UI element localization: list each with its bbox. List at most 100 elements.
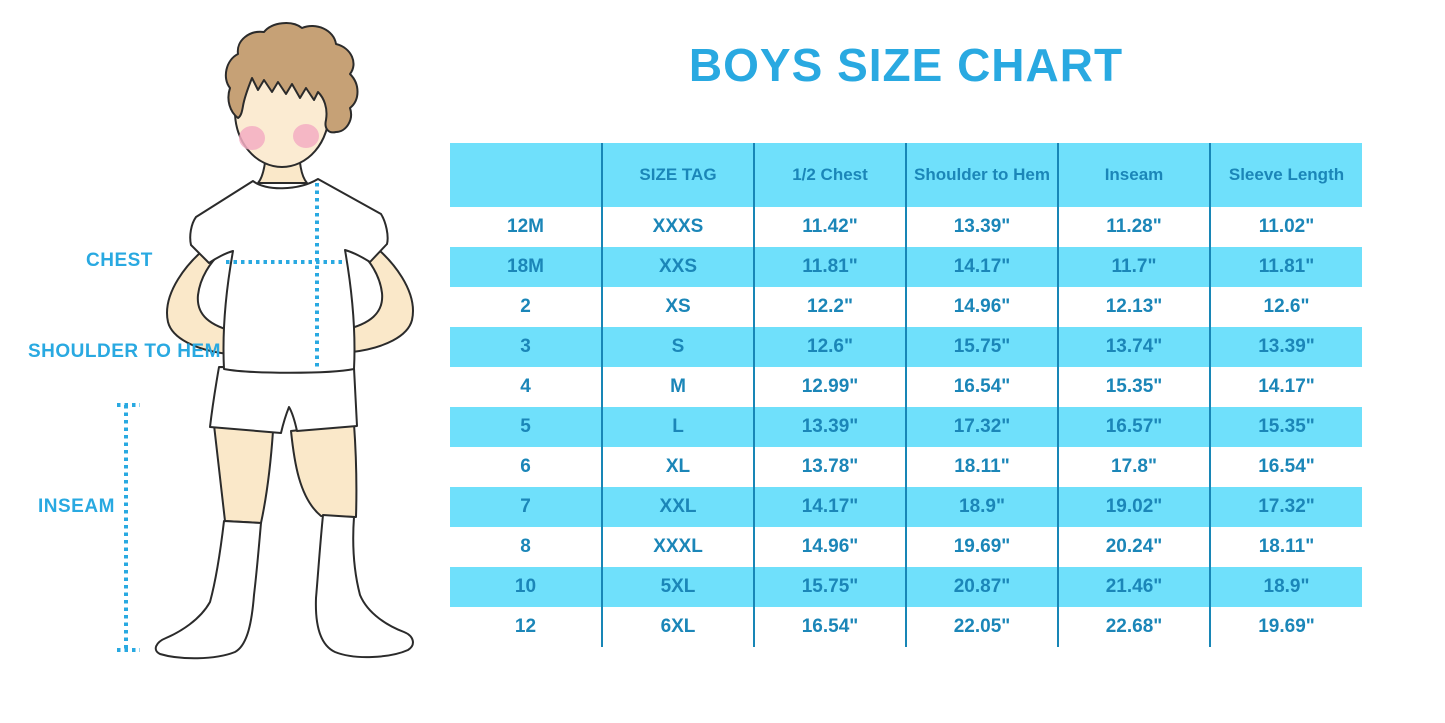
table-row: 12M XXXS 11.42" 13.39" 11.28" 11.02"	[450, 207, 1362, 247]
measurement-cell: 11.81"	[1209, 247, 1362, 287]
measurement-cell: 20.87"	[905, 567, 1058, 607]
header-row: SIZE TAG 1/2 Chest Shoulder to Hem Inseam Sl…	[450, 143, 1362, 207]
measurement-cell: 11.28"	[1057, 207, 1210, 247]
age-size-cell: 8	[450, 527, 602, 567]
measurement-cell: 16.57"	[1057, 407, 1210, 447]
table-row: 12 6XL 16.54" 22.05" 22.68" 19.69"	[450, 607, 1362, 647]
column-header-cell: 1/2 Chest	[753, 143, 906, 207]
measurement-cell: 22.68"	[1057, 607, 1210, 647]
table-row: 18M XXS 11.81" 14.17" 11.7" 11.81"	[450, 247, 1362, 287]
measurement-cell: 12.13"	[1057, 287, 1210, 327]
measurement-cell: 14.96"	[905, 287, 1058, 327]
measurement-cell: 11.02"	[1209, 207, 1362, 247]
table-row: 8 XXXL 14.96" 19.69" 20.24" 18.11"	[450, 527, 1362, 567]
measurement-cell: 17.32"	[905, 407, 1058, 447]
measurement-cell: 11.81"	[753, 247, 906, 287]
age-size-cell: 5	[450, 407, 602, 447]
measurement-cell: 16.54"	[905, 367, 1058, 407]
column-header-cell: Inseam	[1057, 143, 1210, 207]
measurement-cell: 18.11"	[1209, 527, 1362, 567]
table-row: 10 5XL 15.75" 20.87" 21.46" 18.9"	[450, 567, 1362, 607]
measurement-cell: 12.6"	[753, 327, 906, 367]
boy-figure-illustration	[117, 22, 414, 660]
size-tag-cell: XL	[601, 447, 754, 487]
age-size-cell: 18M	[450, 247, 602, 287]
measurement-cell: 19.02"	[1057, 487, 1210, 527]
size-tag-cell: 6XL	[601, 607, 754, 647]
age-size-cell: 10	[450, 567, 602, 607]
age-size-cell: 4	[450, 367, 602, 407]
size-table-body: 12M XXXS 11.42" 13.39" 11.28" 11.02" 18M XXS 11.…	[450, 207, 1362, 647]
age-size-cell: 2	[450, 287, 602, 327]
size-table: SIZE TAG 1/2 Chest Shoulder to Hem Inseam Sl…	[450, 143, 1362, 647]
measurement-cell: 15.75"	[753, 567, 906, 607]
measurement-cell: 19.69"	[1209, 607, 1362, 647]
measurement-cell: 16.54"	[753, 607, 906, 647]
measurement-cell: 12.99"	[753, 367, 906, 407]
table-row: 6 XL 13.78" 18.11" 17.8" 16.54"	[450, 447, 1362, 487]
size-tag-cell: XXXS	[601, 207, 754, 247]
measurement-cell: 17.32"	[1209, 487, 1362, 527]
measurement-cell: 16.54"	[1209, 447, 1362, 487]
size-tag-cell: XXL	[601, 487, 754, 527]
measurement-cell: 14.17"	[905, 247, 1058, 287]
measurement-cell: 12.6"	[1209, 287, 1362, 327]
size-tag-cell: XXS	[601, 247, 754, 287]
measurement-cell: 20.24"	[1057, 527, 1210, 567]
boy-hair	[224, 22, 359, 134]
measurement-cell: 13.39"	[1209, 327, 1362, 367]
measurement-cell: 19.69"	[905, 527, 1058, 567]
boy-tshirt	[189, 178, 389, 374]
measurement-cell: 14.17"	[753, 487, 906, 527]
boy-blush-right	[293, 124, 319, 148]
column-header-cell: Shoulder to Hem	[905, 143, 1058, 207]
age-size-cell: 12	[450, 607, 602, 647]
boy-sock-left	[154, 520, 262, 660]
page-title: BOYS SIZE CHART	[688, 39, 1124, 91]
column-header-cell: SIZE TAG	[601, 143, 754, 207]
measurement-cell: 11.7"	[1057, 247, 1210, 287]
inseam-measure-line	[117, 403, 140, 652]
table-row: 7 XXL 14.17" 18.9" 19.02" 17.32"	[450, 487, 1362, 527]
size-tag-cell: XS	[601, 287, 754, 327]
table-row: 3 S 12.6" 15.75" 13.74" 13.39"	[450, 327, 1362, 367]
measurement-cell: 11.42"	[753, 207, 906, 247]
size-tag-cell: 5XL	[601, 567, 754, 607]
measurement-cell: 15.75"	[905, 327, 1058, 367]
measurement-cell: 13.74"	[1057, 327, 1210, 367]
age-size-cell: 6	[450, 447, 602, 487]
boy-blush-left	[239, 126, 265, 150]
measurement-cell: 17.8"	[1057, 447, 1210, 487]
corner-header-cell	[450, 143, 602, 207]
measurement-cell: 13.78"	[753, 447, 906, 487]
measurement-cell: 13.39"	[905, 207, 1058, 247]
size-table-header: SIZE TAG 1/2 Chest Shoulder to Hem Inseam Sl…	[450, 143, 1362, 207]
boy-shorts	[209, 366, 358, 434]
measurement-cell: 18.11"	[905, 447, 1058, 487]
boy-leg-right	[290, 423, 358, 518]
measurement-cell: 13.39"	[753, 407, 906, 447]
table-row: 5 L 13.39" 17.32" 16.57" 15.35"	[450, 407, 1362, 447]
measurement-cell: 21.46"	[1057, 567, 1210, 607]
table-row: 2 XS 12.2" 14.96" 12.13" 12.6"	[450, 287, 1362, 327]
measurement-cell: 15.35"	[1057, 367, 1210, 407]
table-row: 4 M 12.99" 16.54" 15.35" 14.17"	[450, 367, 1362, 407]
size-table-container: SIZE TAG 1/2 Chest Shoulder to Hem Inseam Sl…	[450, 143, 1362, 647]
inseam-label: INSEAM	[38, 496, 115, 517]
column-header-cell: Sleeve Length	[1209, 143, 1362, 207]
shoulder-to-hem-label: SHOULDER TO HEM	[28, 341, 221, 362]
measurement-cell: 14.17"	[1209, 367, 1362, 407]
measurement-cell: 22.05"	[905, 607, 1058, 647]
chest-label: CHEST	[86, 250, 153, 271]
measurement-cell: 18.9"	[1209, 567, 1362, 607]
size-tag-cell: L	[601, 407, 754, 447]
measurement-cell: 12.2"	[753, 287, 906, 327]
measurement-cell: 14.96"	[753, 527, 906, 567]
measurement-cell: 15.35"	[1209, 407, 1362, 447]
size-tag-cell: M	[601, 367, 754, 407]
age-size-cell: 12M	[450, 207, 602, 247]
measurement-cell: 18.9"	[905, 487, 1058, 527]
age-size-cell: 3	[450, 327, 602, 367]
age-size-cell: 7	[450, 487, 602, 527]
